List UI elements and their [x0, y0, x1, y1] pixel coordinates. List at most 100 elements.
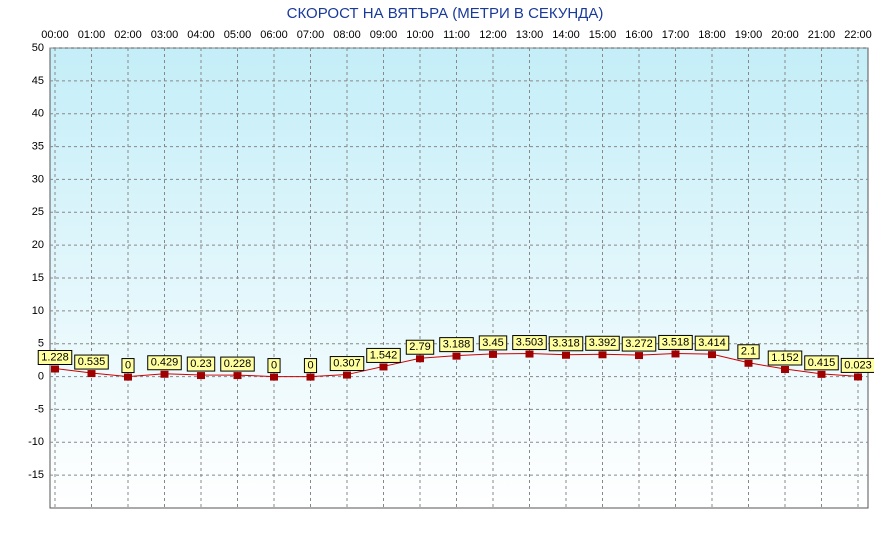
data-label-box — [121, 358, 135, 374]
point — [416, 355, 424, 363]
data-label: 0 — [307, 359, 313, 371]
data-label-box — [621, 336, 657, 352]
data-label-box — [74, 354, 109, 370]
data-label-box — [366, 347, 401, 363]
point — [598, 351, 607, 359]
point — [708, 351, 716, 359]
x-tick-label: 22:00 — [844, 29, 872, 41]
y-tick-label: -5 — [34, 403, 44, 415]
x-tick-label: 20:00 — [771, 29, 799, 41]
point — [525, 350, 534, 358]
data-label-box — [147, 355, 182, 371]
y-tick-label: 15 — [32, 272, 44, 284]
data-label-box — [737, 344, 760, 360]
x-tick-label: 17:00 — [662, 29, 690, 41]
y-tick-label: 50 — [32, 42, 44, 54]
point — [781, 366, 789, 374]
data-label-box — [658, 334, 693, 350]
point — [562, 351, 570, 359]
y-tick-label: 35 — [32, 140, 44, 152]
data-label: 3.518 — [662, 336, 690, 348]
x-tick-label: 16:00 — [625, 29, 653, 41]
data-label: 3.272 — [625, 338, 653, 350]
y-tick-label: 20 — [32, 239, 44, 251]
x-tick-label: 18:00 — [698, 29, 726, 41]
data-label-box — [439, 337, 474, 353]
data-label: 0.23 — [190, 358, 211, 370]
data-label-box — [512, 335, 547, 351]
point — [197, 372, 205, 380]
x-tick-label: 01:00 — [78, 29, 106, 41]
data-label: 2.1 — [741, 346, 756, 358]
y-tick-label: 25 — [32, 206, 44, 218]
y-tick-label: 30 — [32, 173, 44, 185]
point — [124, 373, 132, 381]
x-tick-label: 21:00 — [808, 29, 836, 41]
data-label: 0.415 — [808, 357, 836, 369]
data-label: 0.023 — [844, 359, 872, 371]
data-label: 2.79 — [409, 341, 430, 353]
point — [635, 352, 643, 360]
data-label-box — [548, 336, 584, 352]
point — [452, 352, 461, 360]
x-tick-label: 08:00 — [333, 29, 361, 41]
y-tick-label: 40 — [32, 108, 44, 120]
data-label: 0.228 — [224, 358, 252, 370]
x-tick-label: 07:00 — [297, 29, 325, 41]
data-label-box — [767, 350, 803, 366]
point — [343, 371, 351, 379]
point — [379, 363, 388, 371]
point — [306, 373, 315, 381]
data-label-box — [694, 335, 730, 351]
x-tick-label: 11:00 — [443, 29, 470, 41]
point — [489, 350, 497, 358]
data-label: 0 — [271, 359, 277, 371]
data-label-box — [267, 358, 281, 374]
data-label-box — [405, 339, 435, 355]
data-label: 1.152 — [771, 352, 799, 364]
point — [160, 370, 169, 378]
point — [233, 372, 242, 380]
data-label: 3.45 — [482, 337, 503, 349]
data-label: 0.429 — [151, 357, 179, 369]
y-tick-label: 45 — [32, 75, 44, 87]
data-label: 3.414 — [698, 337, 726, 349]
point — [744, 359, 753, 367]
chart-title: СКОРОСТ НА ВЯТЪРА (МЕТРИ В СЕКУНДА) — [287, 5, 604, 22]
data-label: 1.228 — [41, 351, 69, 363]
x-tick-label: 10:00 — [406, 29, 434, 41]
data-label: 3.188 — [443, 339, 471, 351]
point — [817, 370, 826, 378]
point — [51, 365, 59, 373]
data-label: 3.392 — [589, 337, 617, 349]
x-tick-label: 19:00 — [735, 29, 763, 41]
point — [854, 373, 862, 381]
x-tick-label: 14:00 — [552, 29, 580, 41]
y-tick-label: -15 — [28, 469, 44, 481]
x-tick-label: 04:00 — [187, 29, 215, 41]
x-tick-label: 09:00 — [370, 29, 398, 41]
y-tick-label: 0 — [38, 370, 44, 382]
point — [671, 350, 680, 358]
data-label: 1.542 — [370, 349, 398, 361]
point — [87, 370, 96, 378]
data-label: 3.318 — [552, 338, 580, 350]
data-label-box — [804, 355, 839, 371]
data-label: 0 — [125, 359, 131, 371]
point — [270, 373, 278, 381]
data-label-box — [478, 335, 508, 351]
x-tick-label: 15:00 — [589, 29, 617, 41]
data-label-box — [329, 356, 365, 372]
data-label-box — [220, 356, 255, 372]
data-label-box — [303, 358, 318, 374]
x-tick-label: 06:00 — [260, 29, 288, 41]
data-label-box — [840, 357, 874, 373]
y-tick-label: -10 — [28, 436, 44, 448]
x-tick-label: 02:00 — [114, 29, 142, 41]
y-tick-label: 5 — [38, 338, 44, 350]
x-tick-label: 13:00 — [516, 29, 544, 41]
x-tick-label: 12:00 — [479, 29, 507, 41]
data-label-box — [37, 350, 73, 366]
